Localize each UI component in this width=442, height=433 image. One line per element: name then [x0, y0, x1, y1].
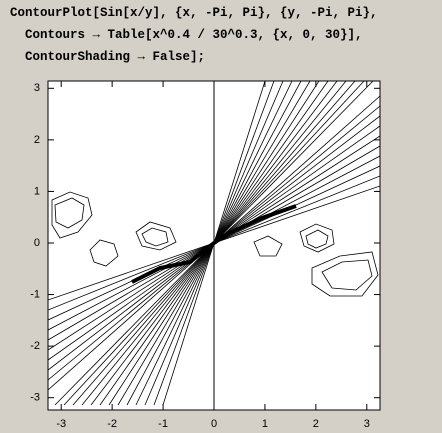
contour-blob [54, 197, 85, 229]
y-tick-label: 2 [34, 134, 40, 146]
x-tick-label: 1 [262, 418, 268, 430]
contour-blob [89, 239, 119, 267]
y-tick-label: -1 [30, 288, 40, 300]
contour-blob [305, 229, 329, 249]
code-line: ContourShading → False]; [10, 50, 206, 64]
x-tick-label: -3 [56, 418, 66, 430]
x-tick-label: -2 [107, 418, 117, 430]
code-line: Contours → Table[x^0.4 / 30^0.3, {x, 0, … [10, 28, 363, 42]
contour-blob [51, 191, 93, 239]
y-tick-label: 0 [34, 237, 40, 249]
contour-blob [311, 251, 379, 297]
contour-blob [253, 235, 283, 257]
contour-blob [321, 259, 373, 291]
contour-blob [141, 227, 169, 247]
y-tick-label: 1 [34, 185, 40, 197]
code-line: ContourPlot[Sin[x/y], {x, -Pi, Pi}, {y, … [10, 6, 378, 20]
x-tick-label: 2 [313, 418, 319, 430]
contour-blob [135, 221, 177, 251]
x-tick-label: 0 [211, 418, 217, 430]
y-tick-label: -3 [30, 392, 40, 404]
x-tick-label: -1 [158, 418, 168, 430]
contour-blob [299, 223, 335, 253]
x-tick-label: 3 [364, 418, 370, 430]
y-tick-label: -2 [30, 340, 40, 352]
y-tick-label: 3 [34, 82, 40, 94]
